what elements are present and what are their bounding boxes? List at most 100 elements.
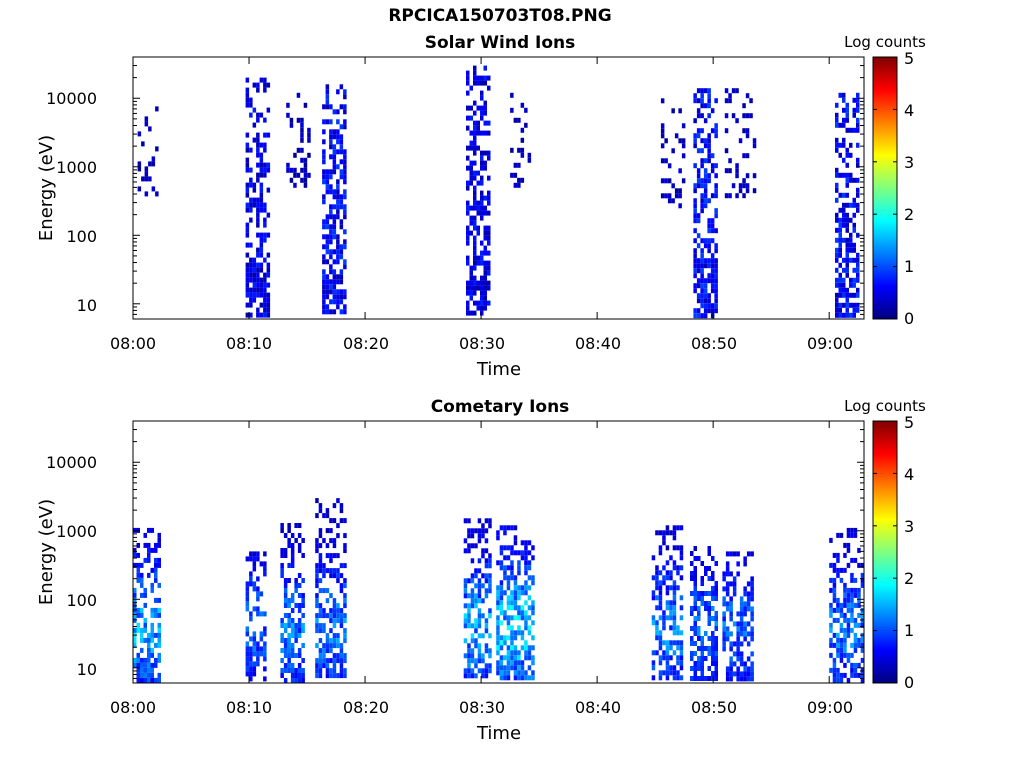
spectrogram-cell xyxy=(722,631,726,637)
spectrogram-cell xyxy=(463,673,468,679)
spectrogram-cell xyxy=(853,662,858,668)
spectrogram-cell xyxy=(133,627,137,633)
spectrogram-cell xyxy=(136,652,140,658)
spectrogram-cell xyxy=(154,632,158,638)
spectrogram-cell xyxy=(480,240,484,246)
spectrogram-cell xyxy=(520,670,525,676)
spectrogram-cell xyxy=(510,590,514,596)
spectrogram-cell xyxy=(290,648,295,653)
spectrogram-cell xyxy=(850,587,854,593)
spectrogram-cell xyxy=(693,258,697,264)
spectrogram-cell xyxy=(742,178,746,184)
spectrogram-cell xyxy=(846,622,851,628)
spectrogram-cell xyxy=(693,606,697,611)
spectrogram-cell xyxy=(679,595,684,601)
spectrogram-cell xyxy=(343,598,347,604)
spectrogram-cell xyxy=(658,675,663,681)
spectrogram-cell xyxy=(700,93,704,99)
spectrogram-cell xyxy=(315,663,319,669)
spectrogram-cell xyxy=(143,617,147,623)
spectrogram-cell xyxy=(836,572,840,578)
spectrogram-cell xyxy=(322,284,326,290)
spectrogram-cell xyxy=(467,653,471,659)
spectrogram-cell xyxy=(322,304,326,310)
spectrogram-cell xyxy=(474,663,478,669)
spectrogram-cell xyxy=(249,202,253,208)
spectrogram-cell xyxy=(728,98,732,104)
spectrogram-cell xyxy=(296,92,301,98)
spectrogram-cell xyxy=(711,651,715,656)
spectrogram-cell xyxy=(339,299,344,305)
spectrogram-cell xyxy=(477,583,482,589)
spectrogram-cell xyxy=(329,204,333,210)
spectrogram-cell xyxy=(147,542,151,548)
spectrogram-cell xyxy=(707,621,711,626)
spectrogram-cell xyxy=(524,555,528,561)
spectrogram-cell xyxy=(245,601,250,607)
spectrogram-cell xyxy=(483,280,487,286)
spectrogram-cell xyxy=(693,631,697,636)
spectrogram-cell xyxy=(725,626,730,632)
spectrogram-cell xyxy=(470,588,475,594)
spectrogram-cell xyxy=(332,573,337,579)
spectrogram-cell xyxy=(147,667,151,673)
spectrogram-cell xyxy=(842,202,846,208)
spectrogram-cell xyxy=(839,602,844,608)
spectrogram-cell xyxy=(832,632,837,638)
spectrogram-cell xyxy=(249,651,253,657)
spectrogram-cell xyxy=(496,535,500,541)
spectrogram-cell xyxy=(693,621,697,626)
spectrogram-cell xyxy=(729,611,733,617)
spectrogram-cell xyxy=(484,673,489,679)
spectrogram-cell xyxy=(852,197,856,203)
spectrogram-cell xyxy=(469,220,473,226)
spectrogram-cell xyxy=(660,98,665,104)
spectrogram-cell xyxy=(517,655,521,661)
spectrogram-cell xyxy=(481,528,485,534)
spectrogram-cell xyxy=(476,300,480,306)
spectrogram-cell xyxy=(280,548,284,553)
spectrogram-cell xyxy=(280,618,284,623)
spectrogram-cell xyxy=(263,641,267,647)
spectrogram-cell xyxy=(332,643,337,649)
spectrogram-cell xyxy=(732,651,737,657)
spectrogram-cell xyxy=(473,205,477,211)
spectrogram-cell xyxy=(473,135,477,141)
spectrogram-cell xyxy=(339,204,344,210)
spectrogram-cell xyxy=(714,636,718,641)
spectrogram-cell xyxy=(266,282,271,288)
spectrogram-cell xyxy=(259,282,264,288)
spectrogram-cell xyxy=(301,553,305,558)
spectrogram-cell xyxy=(339,84,344,90)
spectrogram-cell xyxy=(252,107,257,113)
spectrogram-cell xyxy=(263,87,267,93)
spectrogram-cell xyxy=(839,657,844,663)
spectrogram-cell xyxy=(738,138,743,144)
spectrogram-cell xyxy=(252,581,257,587)
spectrogram-cell xyxy=(263,292,267,298)
spectrogram-cell xyxy=(301,598,305,603)
spectrogram-cell xyxy=(835,102,839,108)
spectrogram-cell xyxy=(290,633,295,638)
spectrogram-cell xyxy=(678,168,682,174)
spectrogram-cell xyxy=(266,107,271,113)
spectrogram-cell xyxy=(336,239,340,245)
spectrogram-cell xyxy=(470,623,475,629)
spectrogram-cell xyxy=(665,545,670,551)
spectrogram-cell xyxy=(466,280,470,286)
spectrogram-cell xyxy=(725,636,730,642)
spectrogram-cell xyxy=(746,581,751,587)
spectrogram-cell xyxy=(336,204,340,210)
spectrogram-cell xyxy=(496,585,500,591)
spectrogram-cell xyxy=(700,253,704,259)
spectrogram-cell xyxy=(466,180,470,186)
spectrogram-cell xyxy=(655,605,659,611)
spectrogram-cell xyxy=(318,603,323,609)
spectrogram-cell xyxy=(520,102,525,108)
spectrogram-cell xyxy=(662,640,666,646)
spectrogram-cell xyxy=(524,625,528,631)
spectrogram-cell xyxy=(343,229,347,235)
spectrogram-cell xyxy=(693,283,697,289)
spectrogram-cell xyxy=(836,552,840,558)
spectrogram-cell xyxy=(252,82,257,88)
